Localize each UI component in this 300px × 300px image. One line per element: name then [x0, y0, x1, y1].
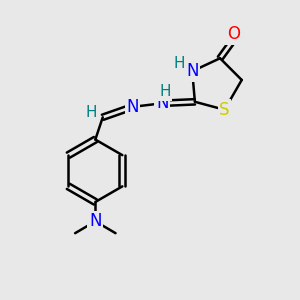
Text: N: N [126, 98, 139, 116]
Text: N: N [89, 212, 102, 230]
Text: N: N [186, 62, 199, 80]
Text: O: O [227, 26, 240, 44]
Text: H: H [173, 56, 184, 71]
Text: S: S [219, 101, 230, 119]
Text: H: H [159, 85, 171, 100]
Text: N: N [156, 94, 169, 112]
Text: H: H [86, 105, 97, 120]
